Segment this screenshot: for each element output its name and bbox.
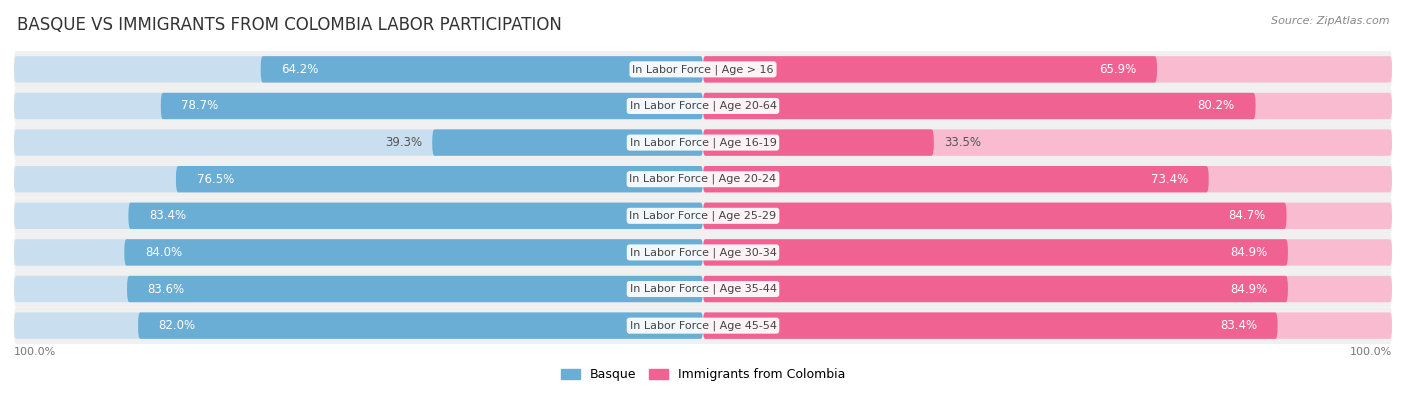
FancyBboxPatch shape (128, 203, 703, 229)
FancyBboxPatch shape (703, 130, 934, 156)
Text: 78.7%: 78.7% (181, 100, 219, 113)
Text: In Labor Force | Age 45-54: In Labor Force | Age 45-54 (630, 320, 776, 331)
Text: 83.6%: 83.6% (148, 282, 184, 295)
Text: In Labor Force | Age 20-64: In Labor Force | Age 20-64 (630, 101, 776, 111)
Text: In Labor Force | Age 30-34: In Labor Force | Age 30-34 (630, 247, 776, 258)
FancyBboxPatch shape (14, 203, 703, 229)
Text: 100.0%: 100.0% (14, 347, 56, 357)
FancyBboxPatch shape (703, 312, 1392, 339)
Text: In Labor Force | Age 16-19: In Labor Force | Age 16-19 (630, 137, 776, 148)
Text: 84.0%: 84.0% (145, 246, 183, 259)
Text: 83.4%: 83.4% (149, 209, 186, 222)
FancyBboxPatch shape (14, 276, 703, 302)
FancyBboxPatch shape (703, 239, 1392, 265)
Text: 100.0%: 100.0% (1350, 347, 1392, 357)
FancyBboxPatch shape (703, 312, 1278, 339)
FancyBboxPatch shape (703, 239, 1288, 265)
Text: BASQUE VS IMMIGRANTS FROM COLOMBIA LABOR PARTICIPATION: BASQUE VS IMMIGRANTS FROM COLOMBIA LABOR… (17, 16, 562, 34)
Text: 80.2%: 80.2% (1198, 100, 1234, 113)
FancyBboxPatch shape (703, 276, 1392, 302)
FancyBboxPatch shape (127, 276, 703, 302)
FancyBboxPatch shape (703, 56, 1157, 83)
FancyBboxPatch shape (138, 312, 703, 339)
Text: 73.4%: 73.4% (1150, 173, 1188, 186)
Text: 84.9%: 84.9% (1230, 282, 1267, 295)
Text: In Labor Force | Age > 16: In Labor Force | Age > 16 (633, 64, 773, 75)
Text: Source: ZipAtlas.com: Source: ZipAtlas.com (1271, 16, 1389, 26)
FancyBboxPatch shape (14, 239, 703, 265)
FancyBboxPatch shape (703, 130, 1392, 156)
FancyBboxPatch shape (432, 130, 703, 156)
Text: In Labor Force | Age 35-44: In Labor Force | Age 35-44 (630, 284, 776, 294)
FancyBboxPatch shape (14, 307, 1392, 344)
FancyBboxPatch shape (14, 166, 703, 192)
Legend: Basque, Immigrants from Colombia: Basque, Immigrants from Colombia (555, 363, 851, 386)
FancyBboxPatch shape (14, 271, 1392, 307)
FancyBboxPatch shape (703, 166, 1392, 192)
FancyBboxPatch shape (14, 88, 1392, 124)
FancyBboxPatch shape (14, 130, 703, 156)
FancyBboxPatch shape (14, 51, 1392, 88)
Text: 84.7%: 84.7% (1229, 209, 1265, 222)
Text: 83.4%: 83.4% (1220, 319, 1257, 332)
FancyBboxPatch shape (124, 239, 703, 265)
Text: 84.9%: 84.9% (1230, 246, 1267, 259)
FancyBboxPatch shape (14, 56, 703, 83)
Text: 64.2%: 64.2% (281, 63, 319, 76)
Text: 82.0%: 82.0% (159, 319, 195, 332)
FancyBboxPatch shape (14, 93, 703, 119)
FancyBboxPatch shape (703, 93, 1256, 119)
FancyBboxPatch shape (703, 166, 1209, 192)
Text: 33.5%: 33.5% (945, 136, 981, 149)
Text: 76.5%: 76.5% (197, 173, 233, 186)
FancyBboxPatch shape (14, 234, 1392, 271)
FancyBboxPatch shape (703, 203, 1286, 229)
FancyBboxPatch shape (703, 56, 1392, 83)
FancyBboxPatch shape (176, 166, 703, 192)
FancyBboxPatch shape (14, 198, 1392, 234)
FancyBboxPatch shape (260, 56, 703, 83)
Text: 39.3%: 39.3% (385, 136, 422, 149)
Text: In Labor Force | Age 20-24: In Labor Force | Age 20-24 (630, 174, 776, 184)
FancyBboxPatch shape (160, 93, 703, 119)
FancyBboxPatch shape (703, 93, 1392, 119)
Text: 65.9%: 65.9% (1099, 63, 1136, 76)
FancyBboxPatch shape (703, 203, 1392, 229)
FancyBboxPatch shape (14, 312, 703, 339)
Text: In Labor Force | Age 25-29: In Labor Force | Age 25-29 (630, 211, 776, 221)
FancyBboxPatch shape (703, 276, 1288, 302)
FancyBboxPatch shape (14, 161, 1392, 198)
FancyBboxPatch shape (14, 124, 1392, 161)
